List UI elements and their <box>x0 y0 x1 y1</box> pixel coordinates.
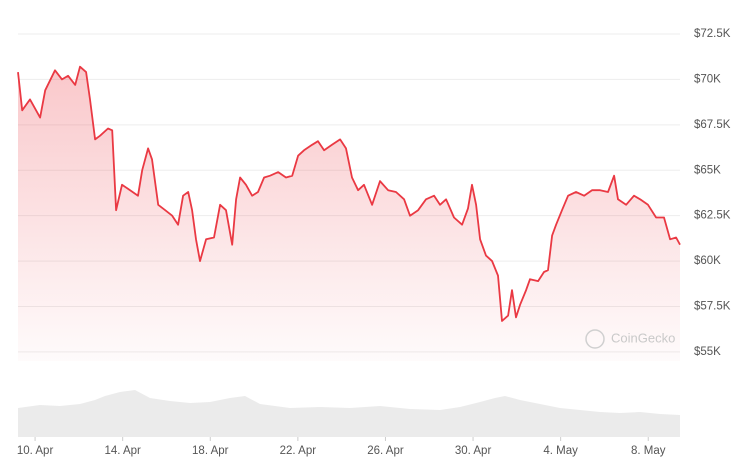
watermark: CoinGecko <box>611 330 675 345</box>
x-tick-label: 22. Apr <box>280 445 317 457</box>
y-tick-label: $65K <box>694 164 721 176</box>
y-tick-label: $72.5K <box>694 28 731 40</box>
x-tick-label: 14. Apr <box>104 445 141 457</box>
volume-band <box>18 390 680 437</box>
y-tick-label: $60K <box>694 255 721 267</box>
plot-area <box>17 65 681 361</box>
x-tick-label: 8. May <box>631 445 666 457</box>
x-tick-label: 4. May <box>543 445 578 457</box>
y-tick-label: $57.5K <box>694 301 731 313</box>
price-area <box>18 66 680 361</box>
y-tick-label: $62.5K <box>694 210 731 222</box>
x-tick-label: 26. Apr <box>367 445 404 457</box>
watermark-logo <box>585 329 605 349</box>
x-tick-label: 18. Apr <box>192 445 229 457</box>
price-line <box>17 65 681 322</box>
y-tick-label: $70K <box>694 73 721 85</box>
y-tick-label: $55K <box>694 346 721 358</box>
x-tick-label: 30. Apr <box>455 445 492 457</box>
x-tick-label: 10. Apr <box>17 445 54 457</box>
y-tick-label: $67.5K <box>694 119 731 131</box>
